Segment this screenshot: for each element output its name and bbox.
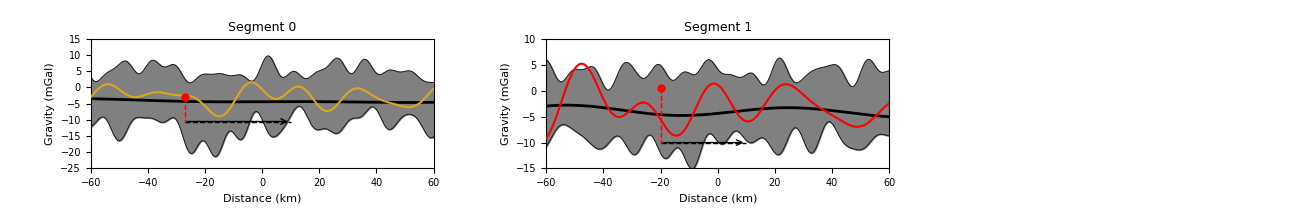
Title: Segment 1: Segment 1	[683, 21, 752, 33]
X-axis label: Distance (km): Distance (km)	[223, 194, 301, 204]
X-axis label: Distance (km): Distance (km)	[679, 194, 757, 204]
Y-axis label: Gravity (mGal): Gravity (mGal)	[45, 62, 54, 145]
Title: Segment 0: Segment 0	[228, 21, 297, 33]
Y-axis label: Gravity (mGal): Gravity (mGal)	[500, 62, 511, 145]
